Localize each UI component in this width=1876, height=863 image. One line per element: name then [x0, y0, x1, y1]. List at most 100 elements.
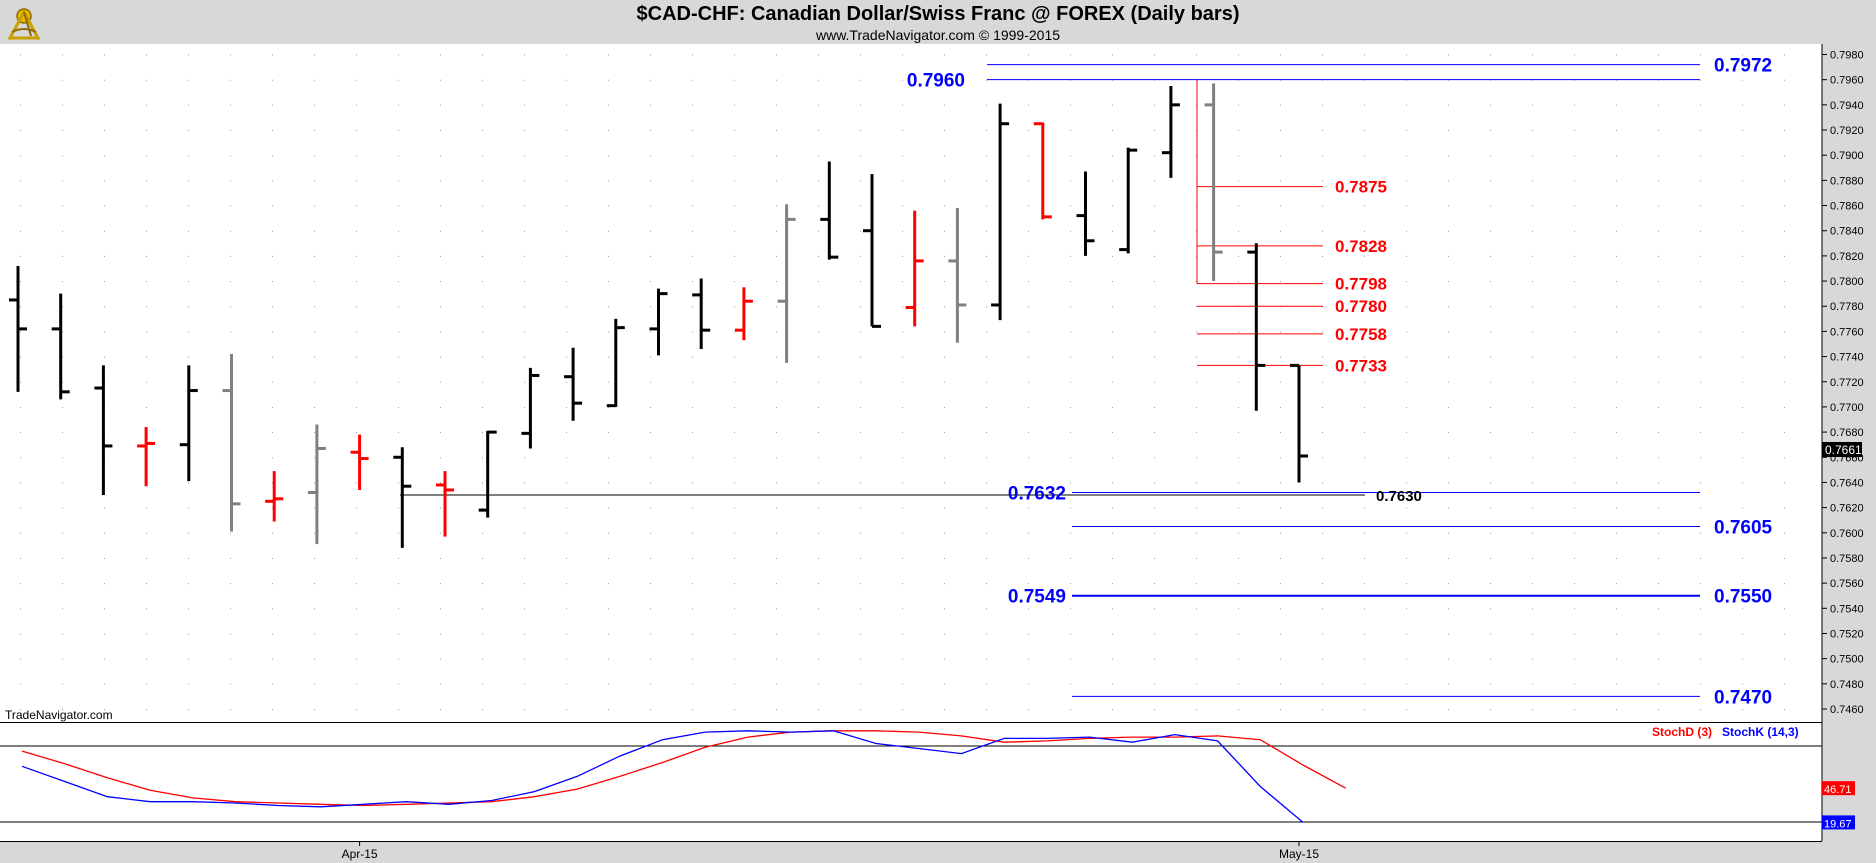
- grid-dot: [146, 658, 147, 660]
- grid-dot: [566, 79, 567, 81]
- grid-dot: [1658, 255, 1659, 257]
- grid-dot: [1658, 432, 1659, 434]
- grid-dot: [776, 583, 777, 585]
- grid-dot: [1532, 54, 1533, 56]
- grid-dot: [1154, 482, 1155, 484]
- grid-dot: [104, 709, 105, 710]
- grid-dot: [1238, 130, 1239, 132]
- grid-dot: [776, 557, 777, 559]
- grid-dot: [272, 281, 273, 283]
- grid-dot: [230, 683, 231, 685]
- grid-dot: [1574, 432, 1575, 434]
- grid-dot: [104, 255, 105, 257]
- grid-dot: [1490, 381, 1491, 383]
- grid-dot: [188, 331, 189, 333]
- grid-dot: [1490, 432, 1491, 434]
- grid-dot: [62, 155, 63, 157]
- chart-title: $CAD-CHF: Canadian Dollar/Swiss Franc @ …: [636, 3, 1240, 25]
- grid-dot: [986, 331, 987, 333]
- grid-dot: [608, 255, 609, 257]
- grid-dot: [566, 130, 567, 132]
- grid-dot: [1028, 104, 1029, 106]
- grid-dot: [62, 130, 63, 132]
- grid-dot: [1196, 406, 1197, 408]
- grid-dot: [1532, 381, 1533, 383]
- grid-dot: [314, 583, 315, 585]
- grid-dot: [1406, 331, 1407, 333]
- price-tick-label: 0.7960: [1830, 75, 1864, 87]
- grid-dot: [1196, 482, 1197, 484]
- grid-dot: [608, 658, 609, 660]
- grid-dot: [1700, 432, 1701, 434]
- grid-dot: [1154, 255, 1155, 257]
- grid-dot: [524, 331, 525, 333]
- grid-dot: [1112, 205, 1113, 207]
- grid-dot: [902, 532, 903, 534]
- grid-dot: [1028, 457, 1029, 459]
- grid-dot: [1574, 54, 1575, 56]
- grid-dot: [104, 130, 105, 132]
- grid-dot: [1112, 255, 1113, 257]
- grid-dot: [1784, 79, 1785, 81]
- grid-dot: [1784, 281, 1785, 283]
- grid-dot: [188, 54, 189, 56]
- grid-dot: [818, 457, 819, 459]
- grid-dot: [734, 583, 735, 585]
- grid-dot: [566, 608, 567, 610]
- grid-dot: [734, 255, 735, 257]
- grid-dot: [1070, 255, 1071, 257]
- grid-dot: [1784, 406, 1785, 408]
- grid-dot: [1490, 205, 1491, 207]
- grid-dot: [272, 457, 273, 459]
- grid-dot: [1742, 205, 1743, 207]
- grid-dot: [986, 557, 987, 559]
- grid-dots: [20, 54, 1785, 710]
- grid-dot: [1700, 482, 1701, 484]
- grid-dot: [1532, 306, 1533, 308]
- grid-dot: [734, 608, 735, 610]
- grid-dot: [272, 79, 273, 81]
- grid-dot: [1112, 104, 1113, 106]
- grid-dot: [1490, 281, 1491, 283]
- grid-dot: [650, 331, 651, 333]
- grid-dot: [650, 432, 651, 434]
- indicator-panel-background: [0, 723, 1822, 841]
- grid-dot: [1112, 608, 1113, 610]
- grid-dot: [20, 658, 21, 660]
- grid-dot: [1154, 532, 1155, 534]
- grid-dot: [1784, 155, 1785, 157]
- grid-dot: [608, 557, 609, 559]
- grid-dot: [356, 482, 357, 484]
- grid-dot: [1742, 583, 1743, 585]
- grid-dot: [482, 255, 483, 257]
- grid-dot: [524, 79, 525, 81]
- retracement-label: 0.7875: [1335, 178, 1387, 197]
- grid-dot: [356, 557, 357, 559]
- grid-dot: [1112, 306, 1113, 308]
- grid-dot: [356, 230, 357, 232]
- grid-dot: [1112, 457, 1113, 459]
- grid-dot: [356, 583, 357, 585]
- grid-dot: [1490, 557, 1491, 559]
- level-label-right: 0.7470: [1714, 687, 1772, 708]
- grid-dot: [1112, 331, 1113, 333]
- chart-subtitle: www.TradeNavigator.com © 1999-2015: [815, 27, 1061, 43]
- grid-dot: [104, 331, 105, 333]
- grid-dot: [860, 155, 861, 157]
- grid-dot: [650, 583, 651, 585]
- grid-dot: [146, 205, 147, 207]
- grid-dot: [1028, 306, 1029, 308]
- grid-dot: [188, 230, 189, 232]
- grid-dot: [1070, 457, 1071, 459]
- grid-dot: [482, 457, 483, 459]
- grid-dot: [1112, 54, 1113, 56]
- grid-dot: [1028, 532, 1029, 534]
- grid-dot: [1322, 331, 1323, 333]
- grid-dot: [1742, 356, 1743, 358]
- grid-dot: [1364, 457, 1365, 459]
- grid-dot: [314, 608, 315, 610]
- grid-dot: [1490, 709, 1491, 710]
- grid-dot: [314, 306, 315, 308]
- grid-dot: [440, 532, 441, 534]
- grid-dot: [944, 381, 945, 383]
